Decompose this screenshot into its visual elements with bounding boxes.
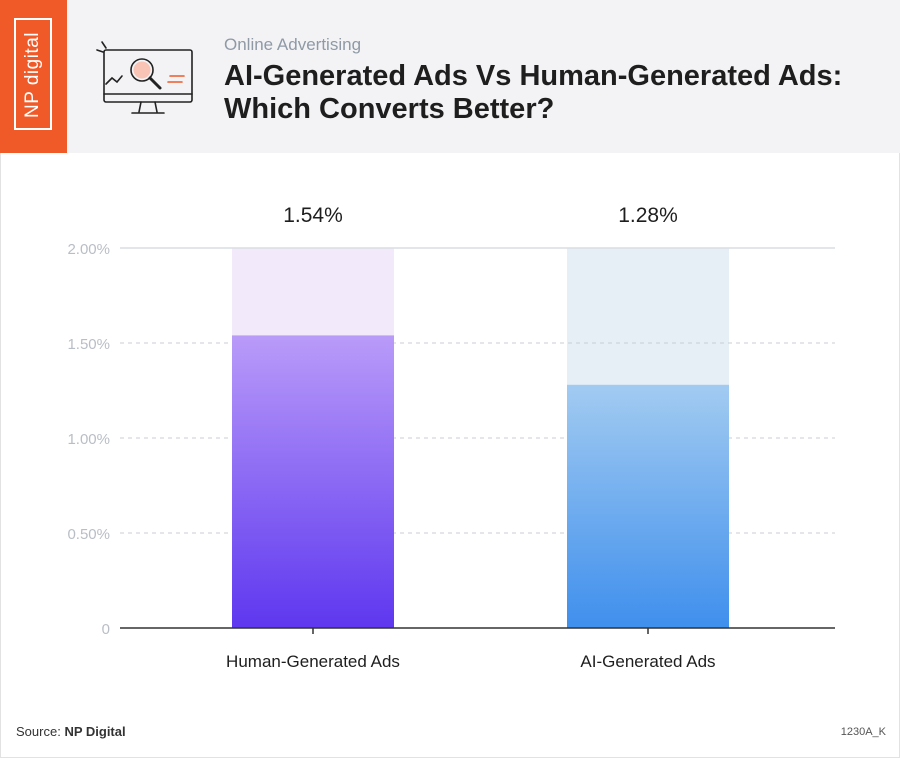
value-label: 1.54% xyxy=(283,204,343,227)
y-tick-label: 1.00% xyxy=(67,431,110,448)
title-line-1: AI-Generated Ads Vs Human-Generated Ads: xyxy=(224,60,843,92)
y-tick-label: 2.00% xyxy=(67,241,110,258)
header-band: NP digital Online Advertising AI-Generat… xyxy=(0,0,900,153)
title-line-2: Which Converts Better? xyxy=(224,93,555,125)
y-tick-label: 0.50% xyxy=(67,526,110,543)
bar-1 xyxy=(567,384,729,628)
value-label: 1.28% xyxy=(618,204,678,227)
logo-border xyxy=(14,18,52,130)
y-tick-label: 1.50% xyxy=(67,336,110,353)
x-tick-label: AI-Generated Ads xyxy=(580,652,715,671)
source-label: Source: xyxy=(16,724,61,739)
source-note: Source: NP Digital xyxy=(16,724,126,739)
y-tick-label: 0 xyxy=(102,621,110,638)
monitor-magnifier-icon xyxy=(96,41,193,114)
source-value: NP Digital xyxy=(64,724,126,739)
x-tick-label: Human-Generated Ads xyxy=(226,652,400,671)
bar-0 xyxy=(232,335,394,628)
np-digital-logo: NP digital xyxy=(0,0,67,153)
chart-code: 1230A_K xyxy=(840,726,886,738)
chart-subtitle: Online Advertising xyxy=(224,35,362,54)
chart-title: AI-Generated Ads Vs Human-Generated Ads:… xyxy=(224,60,884,126)
